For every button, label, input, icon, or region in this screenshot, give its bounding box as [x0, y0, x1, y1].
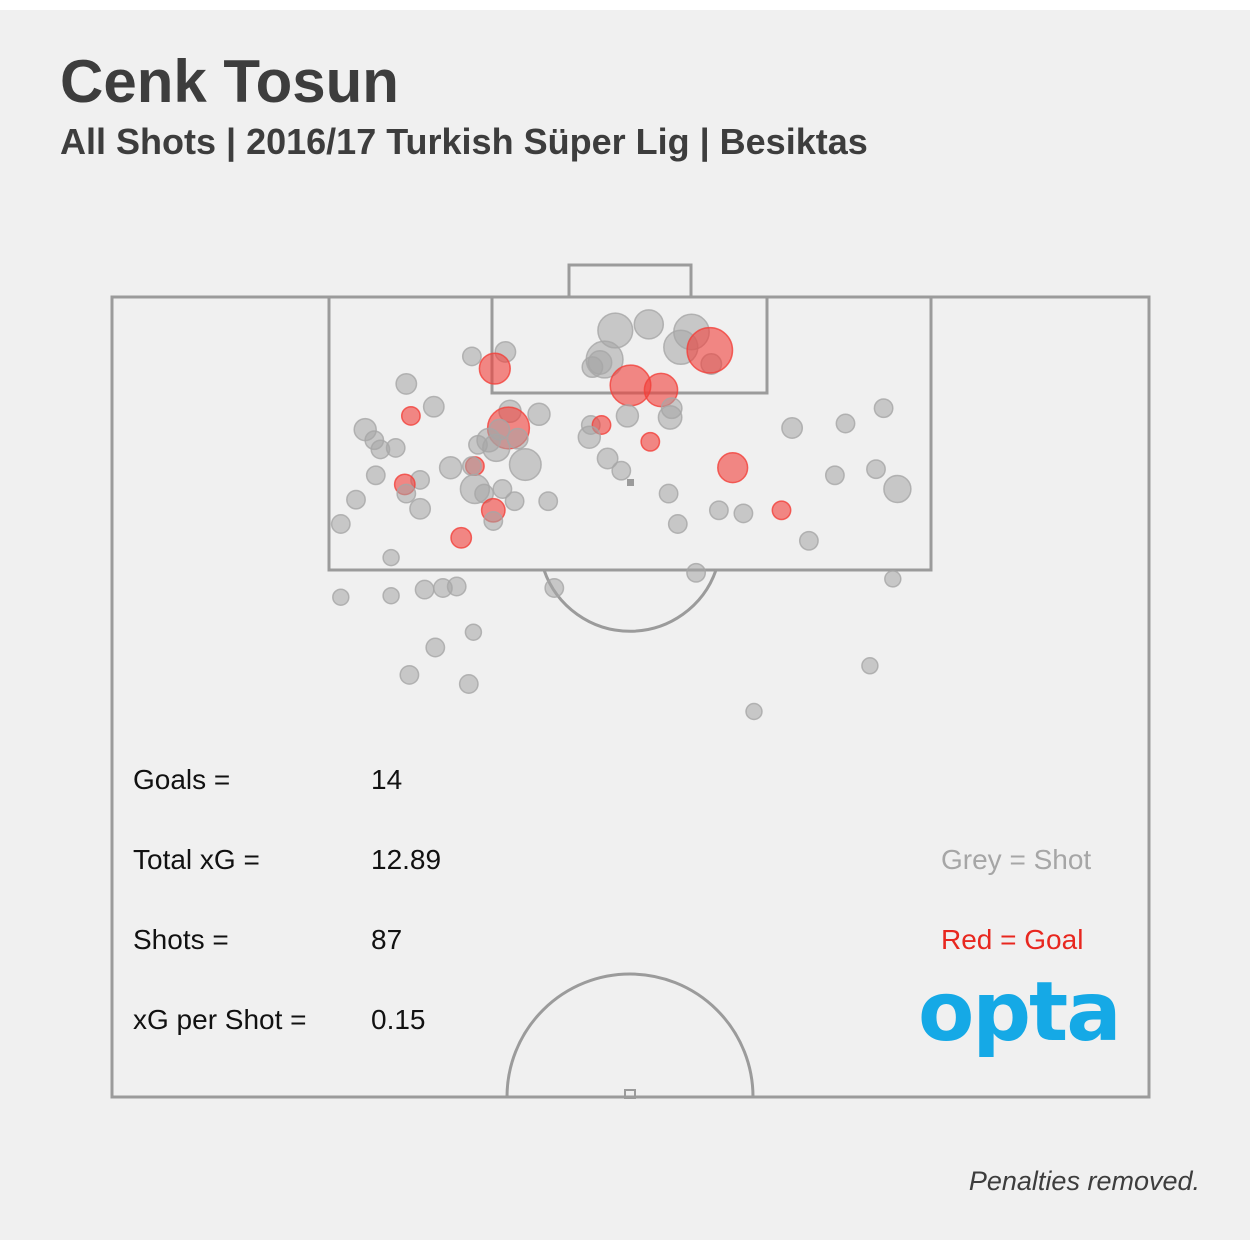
shot-marker-80: [425, 637, 446, 658]
shot-marker-65: [883, 474, 912, 504]
shot-marker-55: [346, 489, 366, 510]
total-xg-value: 12.89: [371, 844, 442, 875]
goals-value: 14: [371, 764, 403, 795]
goal-marker-13: [686, 326, 734, 374]
shot-marker-34: [468, 434, 488, 455]
xg-per-shot-value: 0.15: [371, 1004, 426, 1035]
total-xg-label: Total xG =: [133, 844, 260, 875]
shot-marker-28: [577, 425, 602, 449]
shot-marker-39: [596, 447, 619, 470]
shot-marker-83: [861, 657, 879, 675]
shot-marker-70: [382, 548, 400, 567]
goal-frame: [567, 263, 693, 297]
shot-marker-48: [365, 465, 386, 486]
shot-marker-62: [708, 500, 729, 521]
shot-marker-76: [382, 586, 400, 605]
shot-marker-54: [492, 479, 513, 499]
shot-marker-31: [873, 398, 894, 419]
goals-label: Goals =: [133, 764, 231, 795]
shot-marker-27: [506, 427, 529, 450]
shot-marker-11: [587, 350, 613, 375]
shot-marker-78: [884, 570, 902, 588]
shots-value: 87: [371, 924, 403, 955]
goal-marker-67: [450, 526, 473, 549]
shot-marker-75: [414, 579, 435, 600]
shot-marker-69: [798, 530, 819, 551]
shot-marker-58: [538, 491, 559, 512]
penalty-arc: [542, 569, 718, 633]
shot-marker-16: [422, 395, 445, 418]
penalty-spot: [627, 479, 634, 486]
shot-marker-46: [824, 465, 845, 486]
goal-marker-64: [771, 500, 792, 521]
shot-marker-74: [432, 578, 453, 598]
shot-marker-52: [396, 483, 417, 504]
shot-marker-60: [409, 497, 432, 520]
footnote: Penalties removed.: [968, 1166, 1200, 1196]
goal-marker-41: [717, 452, 749, 484]
shot-marker-82: [458, 674, 479, 694]
shot-marker-18: [527, 402, 551, 427]
goal-marker-35: [640, 431, 661, 452]
shot-marker-19: [657, 404, 683, 430]
chart-subtitle: All Shots | 2016/17 Turkish Süper Lig | …: [60, 121, 868, 162]
shot-marker-61: [658, 483, 679, 504]
shot-marker-59: [483, 511, 504, 531]
shot-marker-29: [781, 417, 804, 439]
shot-marker-40: [611, 460, 632, 481]
shot-marker-81: [399, 664, 420, 685]
shot-marker-73: [544, 578, 565, 598]
shot-marker-1: [633, 309, 665, 340]
shot-marker-84: [745, 702, 763, 721]
center-circle-arc: [505, 972, 755, 1098]
shots-layer: [330, 309, 912, 721]
shot-marker-14: [395, 372, 418, 395]
shot-marker-63: [733, 503, 754, 524]
shot-marker-6: [461, 346, 482, 367]
shot-marker-66: [330, 514, 351, 534]
shot-marker-47: [866, 459, 886, 480]
shot-marker-43: [508, 448, 542, 482]
shot-marker-20: [615, 404, 640, 428]
center-spot: [624, 1089, 636, 1099]
legend-goal: Red = Goal: [941, 924, 1084, 955]
chart-title: Cenk Tosun: [60, 48, 399, 115]
shot-marker-71: [686, 562, 707, 583]
xg-per-shot-label: xG per Shot =: [133, 1004, 307, 1035]
shots-label: Shots =: [133, 924, 229, 955]
shot-marker-30: [835, 413, 856, 434]
goal-marker-10: [478, 352, 511, 385]
shot-marker-45: [461, 456, 482, 477]
shot-marker-38: [385, 437, 406, 458]
legend-shot: Grey = Shot: [941, 844, 1092, 875]
shot-marker-79: [464, 623, 483, 641]
shot-marker-57: [504, 491, 525, 512]
shot-marker-68: [667, 514, 688, 534]
shot-marker-44: [438, 455, 463, 480]
shot-marker-77: [332, 588, 350, 606]
goal-marker-21: [400, 405, 421, 426]
chart-panel: [0, 10, 1250, 1240]
opta-logo: opta: [918, 965, 1122, 1060]
